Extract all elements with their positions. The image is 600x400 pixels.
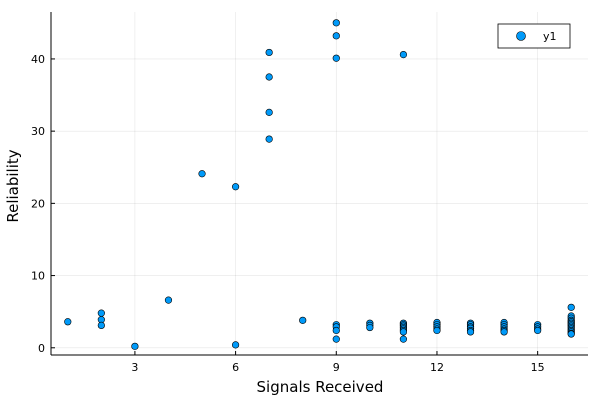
legend-marker — [516, 31, 526, 41]
data-point — [567, 303, 575, 311]
data-point — [534, 326, 542, 335]
data-point — [265, 73, 273, 81]
data-point — [164, 296, 173, 304]
x-tick-label: 12 — [430, 361, 444, 374]
data-point — [97, 309, 105, 317]
data-point — [500, 328, 508, 336]
data-point — [299, 316, 307, 324]
data-point — [399, 51, 408, 59]
data-point — [265, 48, 273, 57]
y-tick-label: 10 — [31, 270, 45, 283]
y-axis-label: Reliability — [4, 149, 22, 222]
x-tick-label: 15 — [531, 361, 545, 374]
legend: y1 — [497, 23, 571, 49]
legend-label: y1 — [543, 30, 557, 43]
data-point — [265, 108, 273, 116]
data-point — [131, 342, 139, 350]
data-point — [231, 341, 240, 349]
axes: 3 6 9 12 15 0 10 20 30 40 — [31, 12, 588, 374]
y-tick-label: 30 — [31, 125, 45, 138]
data-point — [433, 326, 441, 335]
data-point — [466, 328, 475, 336]
y-tick-label: 40 — [31, 53, 45, 66]
data-point — [332, 19, 340, 27]
data-point — [265, 135, 273, 143]
data-points — [64, 19, 575, 350]
x-axis-label: Signals Received — [257, 378, 384, 396]
data-point — [332, 32, 340, 40]
x-tick-label: 6 — [232, 361, 239, 374]
grid — [51, 12, 588, 355]
x-tick-label: 9 — [333, 361, 340, 374]
data-point — [399, 328, 408, 336]
data-point — [567, 330, 575, 338]
data-point — [332, 54, 340, 62]
x-tick-label: 3 — [131, 361, 138, 374]
data-point — [332, 335, 340, 343]
data-point — [198, 170, 206, 178]
y-tick-label: 0 — [38, 342, 45, 355]
data-point — [64, 318, 72, 326]
data-point — [332, 326, 340, 335]
data-point — [399, 335, 408, 343]
data-point — [97, 321, 105, 329]
data-point — [231, 183, 240, 191]
y-tick-label: 20 — [31, 197, 45, 210]
data-point — [366, 323, 374, 332]
legend-box — [497, 23, 571, 49]
